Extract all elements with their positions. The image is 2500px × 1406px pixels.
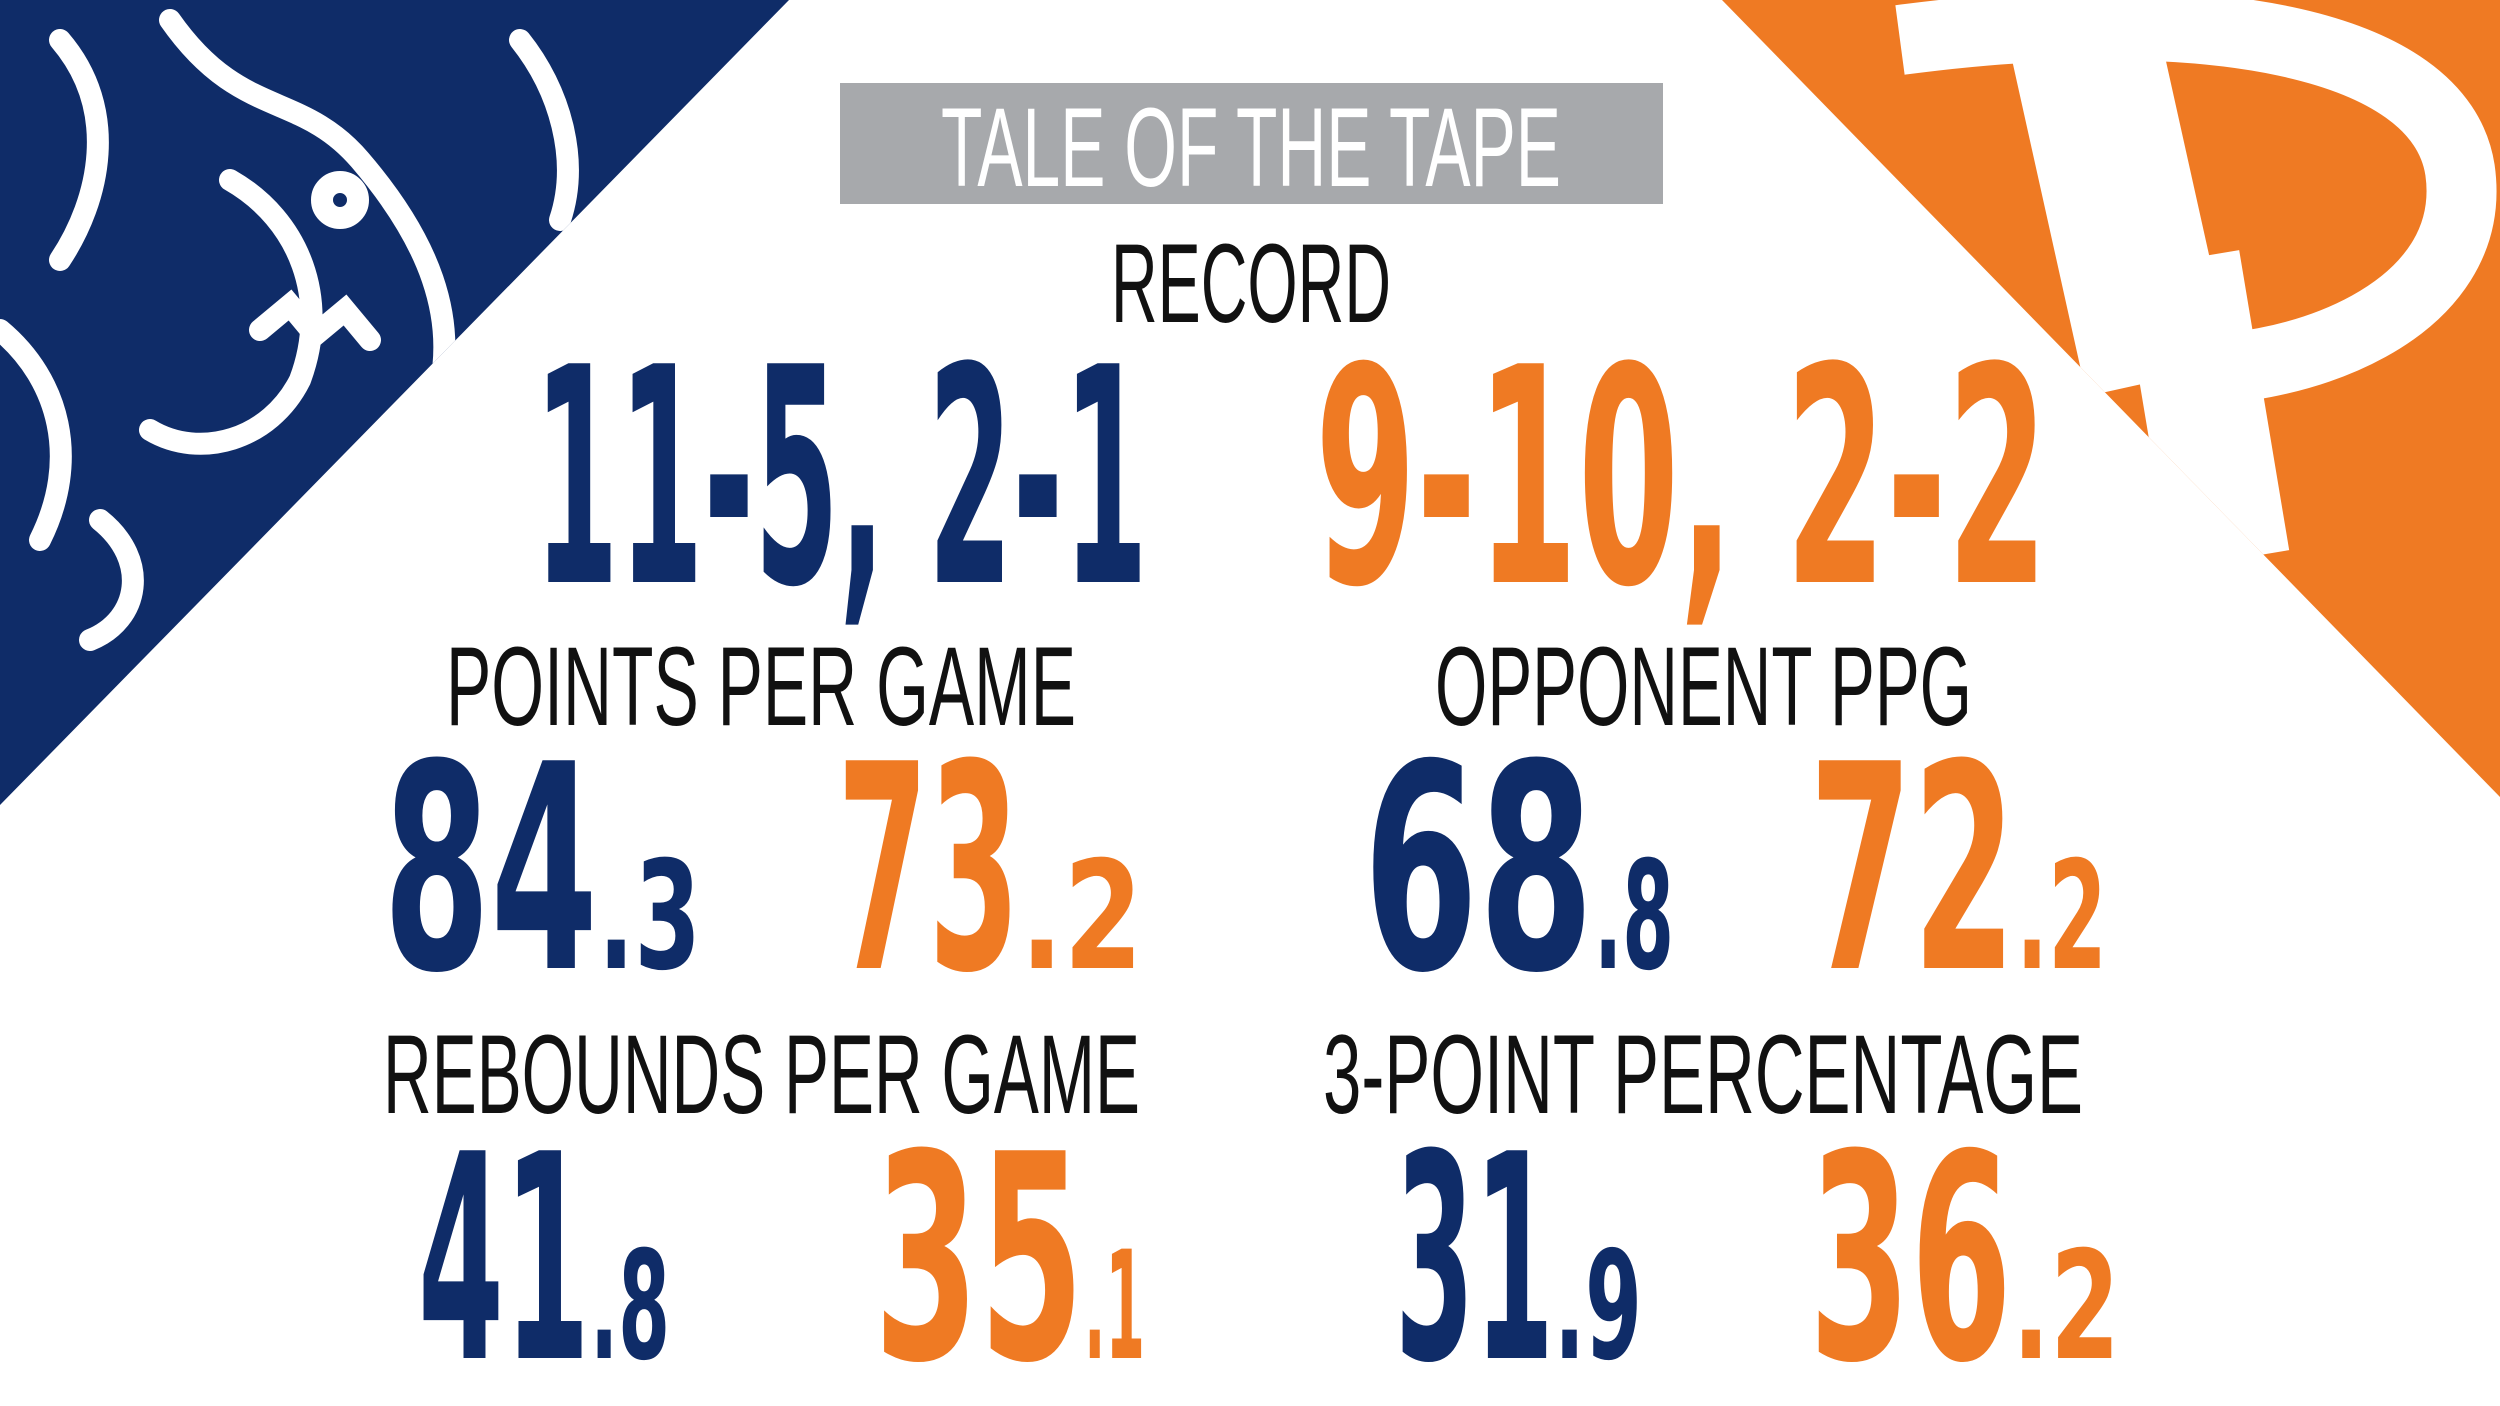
bulldog-logo [0, 0, 789, 805]
stat-decimal: .9 [1554, 1220, 1642, 1394]
stat-label: REBOUNDS PER GAME [383, 1012, 1140, 1137]
stat-decimal: .8 [590, 1220, 670, 1394]
record-value: 9-10, 2-2 [1315, 304, 2048, 653]
stat-value: 72 [1809, 704, 2016, 1036]
stat-value: 68 [1363, 704, 1594, 1036]
stat-value: 35 [874, 1094, 1084, 1406]
record-label: RECORD [1111, 221, 1391, 346]
stat-decimal: .2 [2016, 830, 2107, 1004]
record-value: 11-5, 2-1 [534, 304, 1148, 653]
stat-value: 41 [418, 1094, 590, 1406]
title: TALE OF THE TAPE [941, 85, 1561, 210]
stat-label: OPPONENT PPG [1435, 624, 1972, 749]
stat-decimal: .2 [1020, 830, 1143, 1004]
stat-label: POINTS PER GAME [446, 624, 1076, 749]
stat-value: 36 [1809, 1094, 2012, 1406]
title-bar [840, 83, 1663, 204]
stat-label: 3-POINT PERCENTAGE [1323, 1012, 2083, 1137]
stat-decimal: .1 [1084, 1220, 1145, 1394]
stat-value: 31 [1395, 1094, 1554, 1406]
stat-decimal: .3 [598, 830, 701, 1004]
p-logo [1722, 0, 2500, 797]
stat-value: 73 [837, 704, 1020, 1036]
stat-value: 84 [383, 704, 598, 1036]
stat-decimal: .2 [2012, 1220, 2120, 1394]
stat-decimal: .8 [1594, 830, 1674, 1004]
